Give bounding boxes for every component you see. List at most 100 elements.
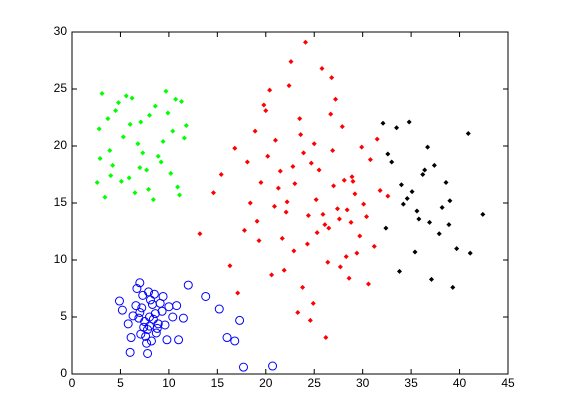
point <box>149 289 159 299</box>
point <box>364 214 370 220</box>
point <box>450 284 456 290</box>
x-tick-label: 45 <box>501 376 515 390</box>
point <box>267 87 273 93</box>
point <box>337 264 343 270</box>
point <box>303 39 309 45</box>
point <box>326 225 332 231</box>
point <box>138 290 148 300</box>
point <box>406 119 412 125</box>
point <box>348 219 354 225</box>
point <box>252 128 258 134</box>
point <box>235 290 241 296</box>
point <box>446 222 452 228</box>
point <box>268 361 278 371</box>
point <box>284 199 290 205</box>
point <box>336 216 342 222</box>
point <box>128 311 138 321</box>
point <box>123 93 129 99</box>
point <box>102 194 108 200</box>
point <box>170 128 176 134</box>
point <box>365 281 371 287</box>
x-tick-label: 20 <box>259 376 273 390</box>
point <box>168 312 178 322</box>
point <box>271 203 277 209</box>
point <box>357 233 363 239</box>
point <box>126 175 132 181</box>
point <box>132 190 138 196</box>
point <box>361 201 367 207</box>
point <box>292 181 298 187</box>
point <box>425 144 431 150</box>
point <box>319 65 325 71</box>
point <box>137 303 147 313</box>
point <box>110 162 116 168</box>
plot-frame <box>71 31 509 375</box>
point <box>116 100 122 106</box>
point <box>265 153 271 159</box>
point <box>404 195 410 201</box>
point <box>254 218 260 224</box>
y-tick-label: 25 <box>54 81 68 95</box>
point <box>131 301 141 311</box>
point <box>331 183 337 189</box>
point <box>172 301 182 311</box>
point <box>129 95 135 101</box>
point <box>380 120 386 126</box>
point <box>308 160 314 166</box>
y-tick-label: 5 <box>60 309 67 323</box>
point <box>218 172 224 177</box>
point <box>178 99 184 105</box>
point <box>127 121 133 127</box>
point <box>105 116 111 122</box>
point <box>138 119 144 125</box>
point <box>281 267 287 273</box>
x-tick-label: 5 <box>117 376 124 390</box>
point <box>158 159 164 165</box>
point <box>349 174 355 180</box>
point <box>165 110 171 116</box>
point <box>443 179 449 185</box>
point <box>117 305 127 315</box>
y-tick-label: 0 <box>60 366 67 380</box>
point <box>183 280 193 290</box>
point <box>422 167 428 173</box>
point <box>230 336 240 346</box>
point <box>140 150 146 156</box>
point <box>150 309 160 319</box>
point <box>178 313 188 323</box>
point <box>177 192 183 198</box>
point <box>132 284 142 293</box>
point <box>244 159 250 165</box>
point <box>436 231 442 237</box>
point <box>118 178 124 184</box>
point <box>385 151 391 157</box>
point <box>394 125 400 131</box>
point <box>385 193 391 199</box>
point <box>467 250 473 256</box>
point <box>398 182 404 188</box>
point <box>114 296 124 306</box>
point <box>136 329 146 339</box>
point <box>247 200 253 206</box>
point <box>377 187 383 193</box>
point <box>344 207 350 213</box>
point <box>288 59 294 65</box>
point <box>367 157 373 163</box>
point <box>153 319 163 329</box>
point <box>142 338 152 348</box>
point <box>286 83 292 89</box>
point <box>99 91 105 97</box>
point <box>123 319 133 329</box>
point <box>162 335 172 345</box>
point <box>146 336 156 346</box>
point <box>134 313 144 323</box>
x-tick-label: 15 <box>211 376 225 390</box>
point <box>173 96 179 102</box>
point <box>320 211 326 217</box>
point <box>279 235 285 241</box>
point <box>160 138 166 144</box>
point <box>258 179 264 185</box>
x-tick-label: 0 <box>69 376 76 390</box>
